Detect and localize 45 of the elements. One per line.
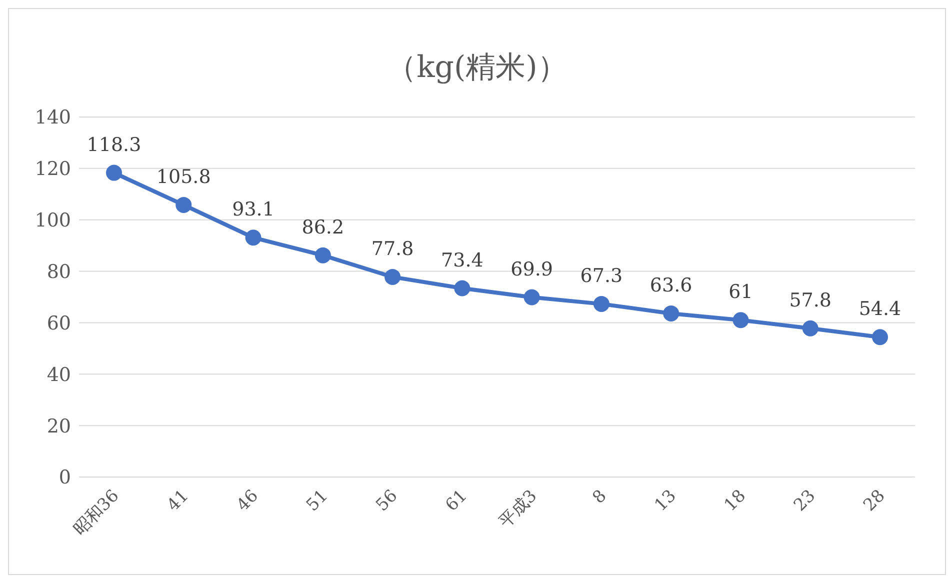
data-label: 54.4 — [858, 298, 902, 320]
point — [176, 196, 192, 213]
data-label: 93.1 — [232, 198, 274, 221]
y-tick-label: 80 — [46, 261, 71, 284]
x-tick-label: 46 — [233, 486, 262, 516]
point — [454, 280, 470, 296]
point — [732, 312, 749, 328]
point — [663, 305, 680, 322]
data-label: 61 — [728, 281, 753, 304]
data-label: 69.9 — [510, 258, 553, 280]
data-label: 77.8 — [371, 238, 414, 260]
chart-title: （kg(精米)） — [386, 49, 568, 87]
x-tick-label: 8 — [588, 486, 611, 508]
x-tick-label: 13 — [650, 486, 680, 516]
x-tick-label: 61 — [442, 486, 472, 516]
point — [384, 268, 401, 285]
data-label: 67.3 — [580, 264, 623, 287]
y-tick-label: 40 — [46, 364, 71, 386]
x-tick-label: 51 — [302, 486, 332, 516]
x-tick-label: 41 — [163, 486, 193, 516]
point — [872, 329, 888, 346]
point — [245, 230, 262, 246]
point — [106, 164, 122, 181]
point — [802, 320, 818, 336]
y-tick-label: 100 — [34, 210, 71, 232]
data-label: 86.2 — [302, 216, 344, 238]
y-tick-label: 60 — [46, 312, 71, 334]
data-label: 73.4 — [441, 249, 484, 272]
x-tick-label: 23 — [790, 486, 820, 516]
x-tick-label: 平成3 — [495, 486, 542, 532]
point — [314, 247, 331, 264]
y-tick-label: 20 — [46, 415, 71, 438]
data-label: 118.3 — [86, 134, 142, 156]
y-tick-label: 140 — [34, 106, 71, 129]
data-label: 63.6 — [650, 274, 692, 296]
point — [593, 296, 610, 312]
data-label: 57.8 — [789, 289, 832, 312]
x-tick-label: 昭和36 — [70, 486, 124, 540]
x-tick-label: 28 — [860, 486, 890, 516]
x-tick-label: 18 — [720, 486, 750, 516]
y-tick-label: 120 — [34, 158, 71, 180]
x-tick-label: 56 — [372, 486, 402, 516]
data-label: 105.8 — [156, 166, 211, 188]
y-tick-label: 0 — [58, 466, 71, 489]
point — [524, 289, 540, 306]
